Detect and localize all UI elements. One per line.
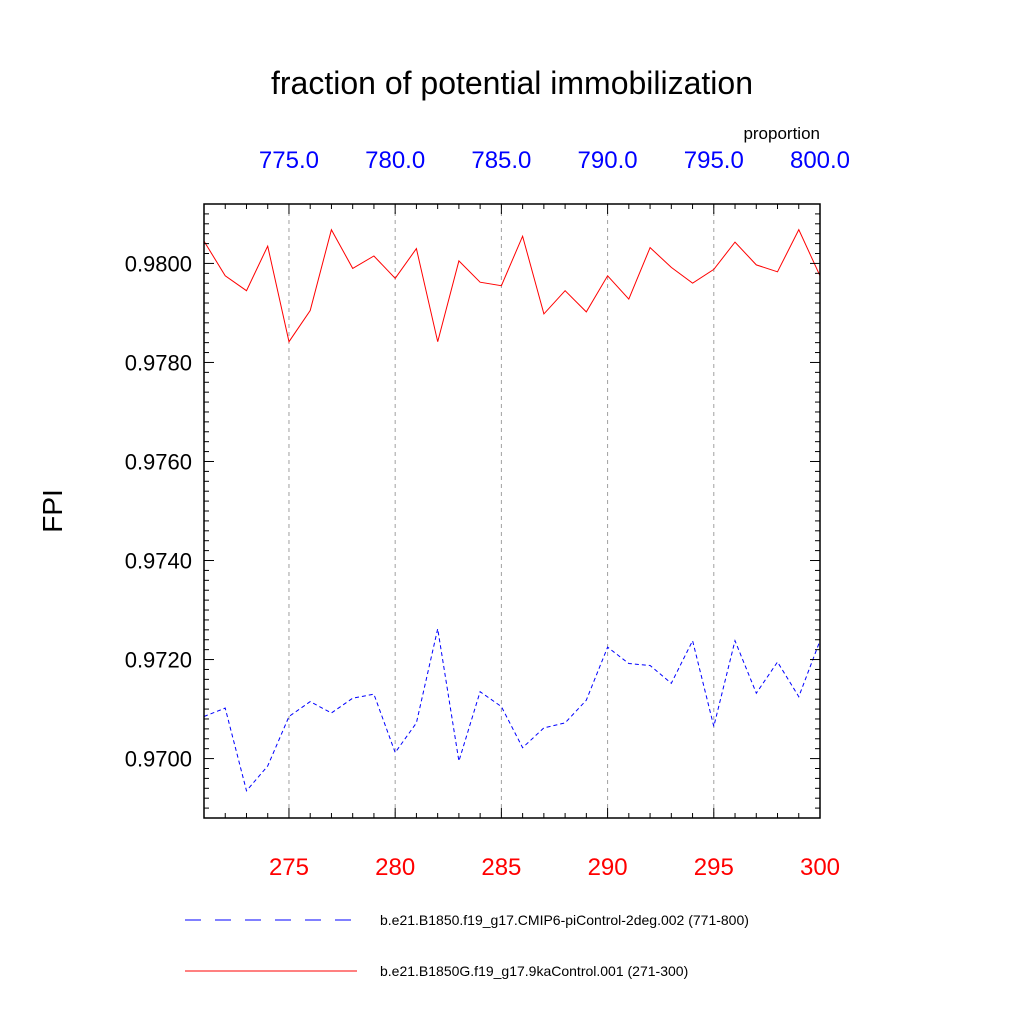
- units-label: proportion: [743, 124, 820, 143]
- x-bottom-tick-label: 285: [481, 854, 521, 881]
- series-line-piControl: [203, 628, 821, 792]
- y-tick-label: 0.9720: [125, 648, 192, 673]
- plot-frame: [203, 203, 821, 819]
- x-bottom-tick-label: 290: [588, 854, 628, 881]
- y-tick-labels: 0.9700 0.9720 0.9740 0.9760 0.9780 0.9800: [125, 251, 192, 771]
- x-bottom-tick-label: 275: [269, 854, 309, 881]
- x-top-tick-label: 780.0: [365, 147, 425, 174]
- bottom-x-tick-labels: 275 280 285 290 295 300: [269, 854, 840, 881]
- legend-label-2: b.e21.B1850G.f19_g17.9kaControl.001 (271…: [380, 963, 688, 979]
- y-tick-label: 0.9740: [125, 549, 192, 574]
- y-tick-label: 0.9700: [125, 747, 192, 772]
- top-x-tick-labels: 775.0 780.0 785.0 790.0 795.0 800.0: [259, 147, 850, 174]
- series-line-9kaControl: [203, 228, 821, 343]
- chart-title: fraction of potential immobilization: [271, 65, 753, 101]
- y-axis-label: FPI: [37, 489, 68, 533]
- axes: [203, 203, 821, 819]
- x-top-tick-label: 795.0: [684, 147, 744, 174]
- x-bottom-tick-label: 295: [694, 854, 734, 881]
- legend-label-1: b.e21.B1850.f19_g17.CMIP6-piControl-2deg…: [380, 912, 749, 928]
- x-top-tick-label: 775.0: [259, 147, 319, 174]
- x-bottom-tick-label: 300: [800, 854, 840, 881]
- series-group: [203, 228, 821, 792]
- y-tick-label: 0.9780: [125, 350, 192, 375]
- x-top-tick-label: 790.0: [578, 147, 638, 174]
- x-top-tick-label: 800.0: [790, 147, 850, 174]
- y-tick-label: 0.9760: [125, 449, 192, 474]
- x-top-tick-label: 785.0: [471, 147, 531, 174]
- y-tick-label: 0.9800: [125, 251, 192, 276]
- x-bottom-tick-label: 280: [375, 854, 415, 881]
- grid-lines: [288, 204, 715, 818]
- legend: b.e21.B1850.f19_g17.CMIP6-piControl-2deg…: [185, 912, 749, 979]
